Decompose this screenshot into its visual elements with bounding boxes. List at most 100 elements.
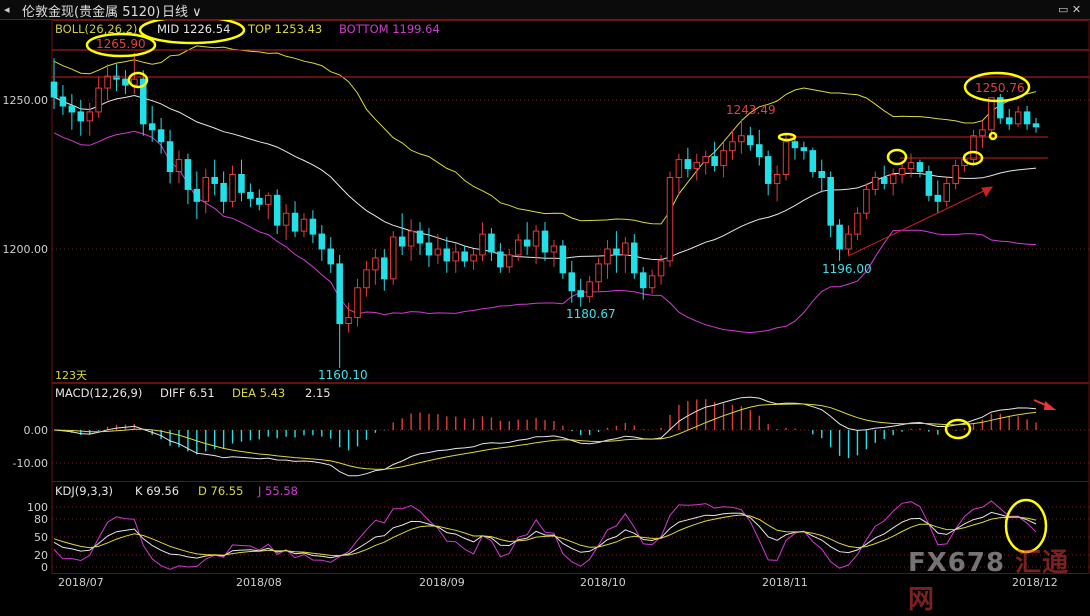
candle: [970, 129, 977, 166]
candle: [541, 222, 549, 261]
candle: [738, 119, 745, 154]
candle: [86, 102, 93, 136]
candle: [193, 171, 201, 220]
candle-body: [872, 176, 879, 190]
kdj-frame: [51, 481, 1090, 574]
panel-frames: [51, 20, 1090, 574]
candle-body: [889, 174, 897, 184]
candle-body: [925, 171, 933, 196]
label-low-oct: 1180.67: [566, 307, 616, 321]
candle-body: [943, 182, 950, 202]
analyst-lines: [52, 49, 1089, 257]
kdj-j-line: [53, 500, 1037, 570]
candle: [309, 210, 317, 244]
candle-body: [782, 141, 790, 175]
candle-body: [729, 141, 736, 152]
candle-body: [577, 290, 584, 298]
boll-bottom: BOTTOM 1199.64: [339, 22, 440, 36]
candle-body: [648, 275, 656, 289]
candle: [577, 278, 584, 307]
candle: [684, 147, 692, 178]
ytick-kdj-0: 0: [41, 561, 48, 574]
ytick-kdj-50: 50: [34, 531, 48, 544]
candle-body: [95, 87, 102, 113]
candle: [711, 141, 718, 172]
boll-top-line: [53, 45, 1037, 225]
candle-body: [497, 251, 504, 268]
window-title: 伦敦金现(贵金属 5120): [22, 5, 161, 20]
kdj-legend: KDJ(9,3,3) K 69.56 D 76.55 J 55.58: [55, 484, 298, 498]
highlight-1236: [777, 132, 797, 142]
candle: [979, 120, 986, 148]
candle: [256, 189, 263, 211]
candle-body: [979, 129, 986, 137]
candle-body: [140, 78, 147, 125]
candle-body: [372, 257, 379, 271]
candle-body: [532, 230, 540, 247]
candle: [604, 240, 611, 279]
candle: [506, 249, 513, 273]
candle-body: [988, 97, 995, 131]
candle-body: [711, 156, 718, 167]
candle-body: [568, 272, 576, 292]
chart-area: BOLL(26,26,2) MID 1226.54 TOP 1253.43 BO…: [3, 20, 1090, 589]
candle-body: [381, 257, 388, 280]
ytick-1250: 1250.00: [3, 94, 49, 107]
candle-body: [113, 75, 120, 80]
candle-body: [193, 188, 201, 202]
candle-body: [550, 245, 558, 253]
candle: [318, 225, 326, 261]
candle-body: [59, 96, 67, 107]
boll-frame: [51, 20, 1090, 383]
candle: [372, 249, 379, 285]
candle-body: [184, 159, 192, 190]
candle: [1032, 117, 1040, 133]
candle: [166, 129, 174, 184]
candle: [398, 213, 406, 255]
candle-body: [434, 248, 442, 256]
x-axis-labels: 2018/07 2018/08 2018/09 2018/10 2018/11 …: [58, 576, 1058, 589]
candle: [122, 70, 129, 95]
candle-body: [300, 218, 308, 232]
kdj-d: D 76.55: [198, 484, 243, 498]
candle-body: [818, 171, 826, 178]
candle-body: [425, 242, 433, 256]
candle: [336, 254, 343, 368]
candle-body: [738, 135, 745, 143]
candle: [693, 153, 701, 181]
candle-body: [398, 236, 406, 247]
window-controls-icon[interactable]: ▭ ✕: [1058, 3, 1082, 16]
candle: [836, 219, 843, 261]
candle: [800, 141, 808, 160]
candle: [818, 159, 826, 193]
boll-top: TOP 1253.43: [247, 22, 322, 36]
candle-body: [148, 123, 156, 131]
period-selector[interactable]: 日线 ∨: [162, 5, 202, 20]
candle: [595, 257, 602, 291]
candle-body: [595, 263, 602, 283]
candle: [729, 129, 736, 160]
candle-body: [764, 156, 772, 184]
candle: [880, 165, 888, 190]
candle-body: [586, 281, 593, 298]
candle: [291, 201, 299, 238]
candle: [327, 237, 335, 273]
ytick-macd-neg10: -10.00: [13, 457, 48, 470]
boll-bands: [53, 45, 1037, 334]
candle-body: [854, 212, 861, 235]
xtick-2018-07: 2018/07: [58, 576, 104, 589]
candle: [622, 237, 629, 273]
candle: [68, 94, 76, 130]
ytick-kdj-80: 80: [34, 513, 48, 526]
candle: [773, 165, 781, 202]
candle: [59, 85, 67, 115]
candle-body: [452, 251, 459, 262]
period-label: 日线: [162, 5, 189, 20]
arrow-icon[interactable]: ◂: [4, 3, 10, 16]
candle-body: [898, 168, 906, 175]
ytick-kdj-20: 20: [34, 549, 48, 562]
candle: [639, 266, 647, 300]
xtick-2018-09: 2018/09: [419, 576, 465, 589]
candle: [184, 153, 192, 205]
candle: [443, 237, 451, 273]
